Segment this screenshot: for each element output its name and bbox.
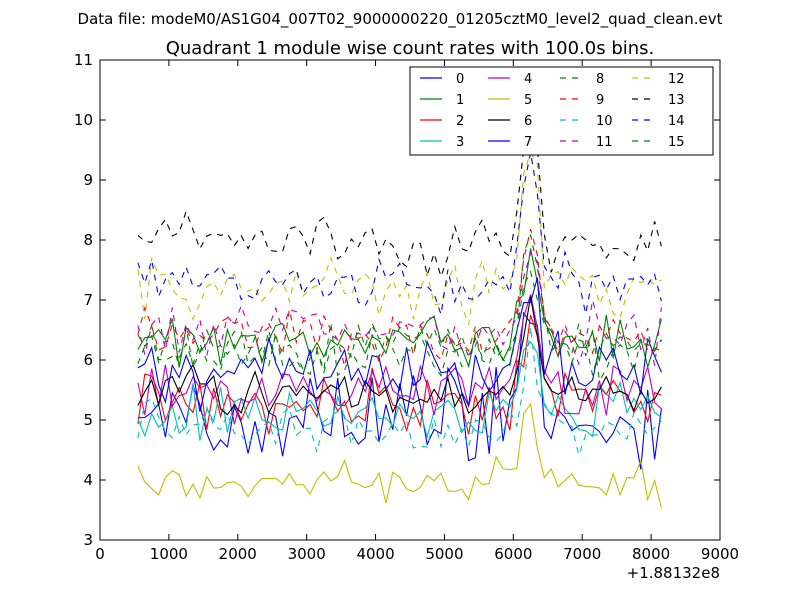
y-tick-label: 9 [83,171,93,189]
x-tick-label: 6000 [494,545,532,563]
series-line-5 [137,402,662,508]
x-tick-label: 7000 [563,545,601,563]
series-line-13 [137,122,662,279]
series-line-0 [137,311,662,470]
y-tick-label: 6 [83,351,93,369]
series-line-2 [137,314,662,435]
series-line-6 [137,296,662,416]
legend-label-11: 11 [596,135,613,150]
y-tick-label: 11 [74,51,93,69]
legend-label-14: 14 [668,114,685,129]
legend-label-3: 3 [456,135,464,150]
series-line-12 [137,151,662,326]
series-layer [137,122,662,508]
x-tick-label: 8000 [632,545,670,563]
legend-label-6: 6 [524,114,532,129]
y-tick-label: 10 [74,111,93,129]
x-tick-label: 0 [95,545,105,563]
x-tick-label: 9000 [701,545,739,563]
legend-label-1: 1 [456,93,464,108]
y-tick-label: 8 [83,231,93,249]
legend-label-15: 15 [668,135,685,150]
series-line-11 [137,251,662,366]
legend-label-4: 4 [524,72,532,87]
legend-label-0: 0 [456,72,464,87]
y-tick-label: 5 [83,411,93,429]
y-tick-label: 3 [83,531,93,549]
legend-label-5: 5 [524,93,532,108]
series-line-3 [137,340,662,441]
x-tick-label: 3000 [288,545,326,563]
x-tick-label: 1000 [150,545,188,563]
ticks-layer: 0 1000 2000 3000 4000 5000 6000 7000 8000 9000 3 4 5… [74,51,739,563]
x-tick-label: 2000 [219,545,257,563]
y-tick-label: 4 [83,471,93,489]
legend-box [409,66,714,156]
series-line-4 [137,294,662,425]
chart-title: Quadrant 1 module wise count rates with … [166,38,655,59]
legend-label-12: 12 [668,72,685,87]
series-line-10 [137,326,662,458]
series-line-14 [137,152,662,315]
plot-area: 0 1000 2000 3000 4000 5000 6000 7000 8000 9000 3 4 5… [74,51,739,563]
legend-label-9: 9 [596,93,604,108]
legend-label-10: 10 [596,114,613,129]
series-line-8 [137,233,662,377]
legend-label-7: 7 [524,135,532,150]
x-tick-label: 4000 [356,545,394,563]
figure-suptitle: Data file: modeM0/AS1G04_007T02_90000002… [78,10,723,29]
y-tick-label: 7 [83,291,93,309]
series-line-7 [137,277,662,412]
legend-label-2: 2 [456,114,464,129]
x-tick-label: 5000 [425,545,463,563]
legend-label-8: 8 [596,72,604,87]
x-axis-offset-label: +1.88132e8 [627,564,720,582]
legend-label-13: 13 [668,93,685,108]
series-line-9 [137,228,662,367]
